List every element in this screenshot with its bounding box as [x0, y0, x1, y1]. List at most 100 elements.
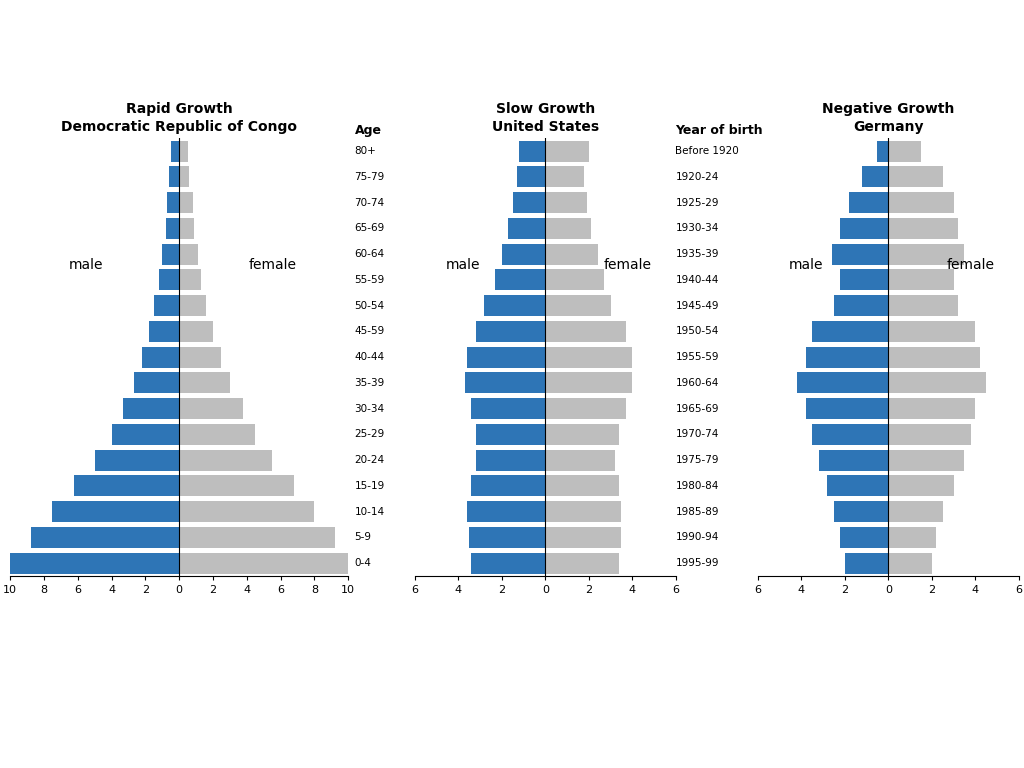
Bar [888, 321, 975, 342]
Bar [179, 398, 244, 419]
Bar [166, 218, 179, 239]
Bar [502, 243, 545, 265]
Bar [519, 141, 545, 162]
Bar [475, 321, 545, 342]
Bar [545, 243, 598, 265]
Text: 1935-39: 1935-39 [676, 249, 719, 259]
Text: Population pyramids of More Economically Developed
Countries typically have a ro: Population pyramids of More Economically… [151, 621, 873, 727]
Text: 1985-89: 1985-89 [676, 507, 719, 517]
Title: Slow Growth
United States: Slow Growth United States [492, 102, 599, 134]
Bar [545, 192, 587, 214]
Bar [171, 141, 179, 162]
Bar [179, 527, 335, 548]
Text: 1990-94: 1990-94 [676, 532, 719, 542]
Bar [888, 270, 953, 290]
Text: 1970-74: 1970-74 [676, 429, 719, 439]
Bar [888, 552, 932, 574]
Bar [841, 218, 888, 239]
Text: male: male [69, 259, 103, 273]
Bar [845, 552, 888, 574]
Text: Age: Age [354, 124, 382, 137]
Text: 25-29: 25-29 [354, 429, 385, 439]
Bar [545, 552, 620, 574]
Bar [834, 295, 888, 316]
Bar [862, 167, 888, 187]
Bar [124, 398, 179, 419]
Bar [888, 218, 957, 239]
Bar [179, 372, 230, 393]
Bar [142, 346, 179, 368]
Text: 1965-69: 1965-69 [676, 404, 719, 414]
Text: 1945-49: 1945-49 [676, 300, 719, 310]
Bar [179, 167, 189, 187]
Bar [888, 398, 975, 419]
Bar [545, 501, 622, 522]
Text: 50-54: 50-54 [354, 300, 385, 310]
Bar [31, 527, 179, 548]
Text: female: female [248, 259, 296, 273]
Bar [496, 270, 545, 290]
Text: 1980-84: 1980-84 [676, 481, 719, 491]
Bar [545, 475, 620, 496]
Bar [888, 424, 971, 445]
Bar [545, 218, 591, 239]
Bar [163, 243, 179, 265]
Bar [888, 372, 986, 393]
Text: 1975-79: 1975-79 [676, 455, 719, 465]
Bar [888, 295, 957, 316]
Bar [133, 372, 179, 393]
Bar [179, 192, 193, 214]
Bar [849, 192, 888, 214]
Bar [95, 449, 179, 471]
Bar [806, 398, 888, 419]
Text: 80+: 80+ [354, 146, 376, 156]
Bar [169, 167, 179, 187]
Bar [888, 475, 953, 496]
Bar [148, 321, 179, 342]
Bar [475, 424, 545, 445]
Bar [179, 475, 294, 496]
Bar [545, 141, 589, 162]
Bar [888, 501, 943, 522]
Bar [545, 449, 614, 471]
Text: male: male [788, 259, 823, 273]
Text: 10-14: 10-14 [354, 507, 385, 517]
Text: 1920-24: 1920-24 [676, 172, 719, 182]
Bar [467, 501, 545, 522]
Bar [812, 321, 888, 342]
Text: 1950-54: 1950-54 [676, 326, 719, 336]
Bar [841, 527, 888, 548]
Bar [179, 552, 348, 574]
Text: 65-69: 65-69 [354, 223, 385, 233]
Text: 75-79: 75-79 [354, 172, 385, 182]
Bar [159, 270, 179, 290]
Bar [878, 141, 888, 162]
Text: 1940-44: 1940-44 [676, 275, 719, 285]
Title: Rapid Growth
Democratic Republic of Congo: Rapid Growth Democratic Republic of Cong… [61, 102, 297, 134]
Text: 1925-29: 1925-29 [676, 197, 719, 207]
Text: 5-9: 5-9 [354, 532, 372, 542]
Text: 1930-34: 1930-34 [676, 223, 719, 233]
Bar [827, 475, 888, 496]
Bar [179, 141, 187, 162]
Text: 35-39: 35-39 [354, 378, 385, 388]
Bar [513, 192, 545, 214]
Text: 60-64: 60-64 [354, 249, 385, 259]
Bar [888, 141, 921, 162]
Text: female: female [947, 259, 995, 273]
Title: Negative Growth
Germany: Negative Growth Germany [822, 102, 954, 134]
Bar [469, 527, 545, 548]
Bar [888, 449, 965, 471]
Bar [545, 167, 585, 187]
Bar [545, 295, 610, 316]
Bar [888, 167, 943, 187]
Bar [888, 527, 936, 548]
Bar [819, 449, 888, 471]
Bar [517, 167, 545, 187]
Bar [179, 424, 255, 445]
Bar [471, 398, 545, 419]
Text: 70-74: 70-74 [354, 197, 385, 207]
Bar [179, 449, 272, 471]
Text: 1955-59: 1955-59 [676, 352, 719, 362]
Bar [508, 218, 545, 239]
